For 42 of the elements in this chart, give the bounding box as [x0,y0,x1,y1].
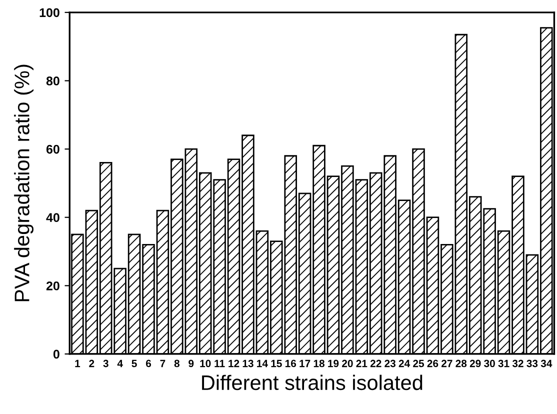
x-tick-label: 29 [470,360,481,368]
x-tick-label: 17 [300,360,310,368]
x-tick-label: 12 [228,360,240,368]
x-tick-label: 16 [285,360,296,368]
x-tick-label: 4 [117,360,123,368]
x-tick-label: 26 [427,360,438,368]
x-tick-label: 22 [370,360,382,368]
y-tick-label: 100 [40,8,60,18]
x-tick-label: 25 [413,360,424,368]
x-tick-label: 28 [456,360,467,368]
x-tick-label: 20 [342,360,353,368]
x-tick-label: 9 [188,360,194,368]
x-tick-label: 23 [384,360,396,368]
y-axis-title: PVA degradation ratio (%) [14,64,34,302]
y-tick-label: 80 [46,76,60,86]
x-tick-label: 14 [257,360,268,368]
x-tick-label: 27 [441,360,452,368]
x-tick-label: 1 [75,360,80,368]
x-tick-label: 10 [200,360,211,368]
y-tick-label: 20 [46,281,60,290]
y-tick-label: 60 [46,144,60,154]
x-tick-label: 7 [160,360,166,368]
x-tick-label: 8 [174,360,180,368]
x-tick-label: 3 [103,360,108,368]
x-tick-label: 31 [498,360,510,368]
x-tick-label: 24 [398,360,410,368]
x-tick-label: 19 [328,360,339,368]
x-tick-label: 15 [271,360,282,368]
x-tick-label: 11 [214,360,225,368]
x-axis-title: Different strains isolated [202,374,422,390]
x-tick-label: 21 [356,360,368,368]
y-tick-label: 40 [46,213,60,222]
x-tick-label: 6 [146,360,152,368]
x-tick-label: 13 [242,360,254,368]
x-tick-label: 32 [512,360,524,368]
x-tick-label: 2 [89,360,94,368]
x-tick-label: 5 [132,360,137,368]
x-tick-label: 33 [526,360,538,368]
x-tick-label: 34 [540,360,552,368]
x-tick-label: 30 [484,360,495,368]
y-tick-label: 0 [53,350,60,359]
x-tick-label: 18 [314,360,324,368]
